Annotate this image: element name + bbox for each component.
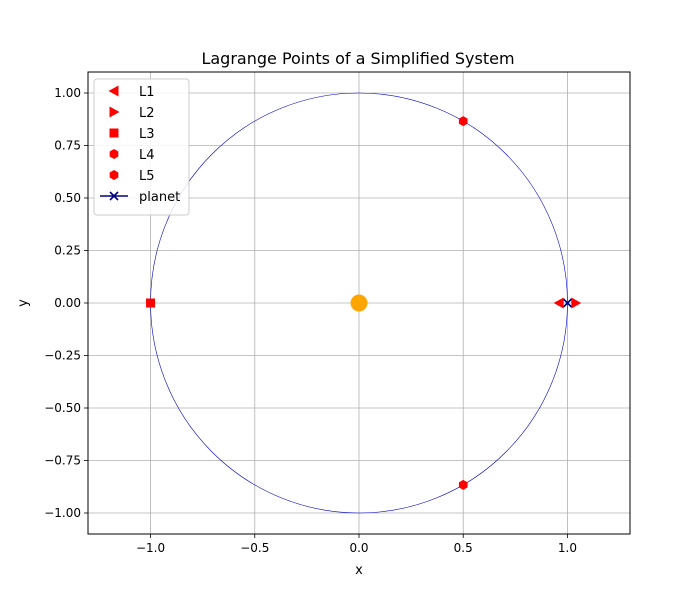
y-axis-label: y [16,299,31,307]
point-planet [562,298,573,308]
legend-item-l4: L4 [109,148,155,163]
legend-label: L4 [139,148,155,163]
x-tick-label: −0.5 [240,541,269,555]
legend-label: planet [139,190,180,205]
y-tick-label: 0.75 [54,139,81,153]
legend: L1 L2 L3 L4 L5 planet [93,78,190,216]
legend-item-l1: L1 [108,85,155,100]
legend-marker [109,191,119,201]
x-tick-label: −1.0 [136,541,165,555]
legend-item-l5: L5 [109,169,155,184]
y-tick-label: −0.75 [44,454,81,468]
chart-title: Lagrange Points of a Simplified System [201,49,514,68]
axis-ticks: −1.0 −0.5 0.0 0.5 1.0 −1.00 −0.75 −0.50 −0.25 0.0… [44,86,577,555]
legend-box [93,78,190,216]
point-l4 [458,116,468,127]
legend-marker [109,128,119,138]
legend-label: L1 [139,85,155,100]
legend-item-l2: L2 [109,106,155,121]
legend-marker [109,149,119,159]
point-planet-stroke [562,298,573,308]
y-tick-label: 1.00 [54,86,81,100]
legend-marker [108,85,119,97]
legend-label: L5 [139,169,155,184]
point-l1 [553,297,564,309]
legend-marker [109,170,119,180]
star-marker [350,294,368,312]
y-tick-label: −0.50 [44,401,81,415]
x-axis-label: x [355,563,363,578]
x-tick-label: 0.5 [454,541,473,555]
y-tick-label: 0.50 [54,191,81,205]
x-tick-label: 0.0 [349,541,368,555]
legend-item-planet: planet [100,190,180,205]
point-l5 [458,479,468,490]
y-tick-label: 0.25 [54,244,81,258]
legend-label: L2 [139,106,155,121]
point-l3 [146,298,156,308]
legend-marker-stroke [109,191,119,201]
legend-item-l3: L3 [109,127,155,142]
y-tick-label: 0.00 [54,296,81,310]
x-tick-label: 1.0 [558,541,577,555]
y-tick-label: −0.25 [44,349,81,363]
legend-marker [109,106,120,118]
legend-label: L3 [139,127,155,142]
y-tick-label: −1.00 [44,506,81,520]
point-l2 [571,297,582,309]
plot-area [146,92,582,514]
